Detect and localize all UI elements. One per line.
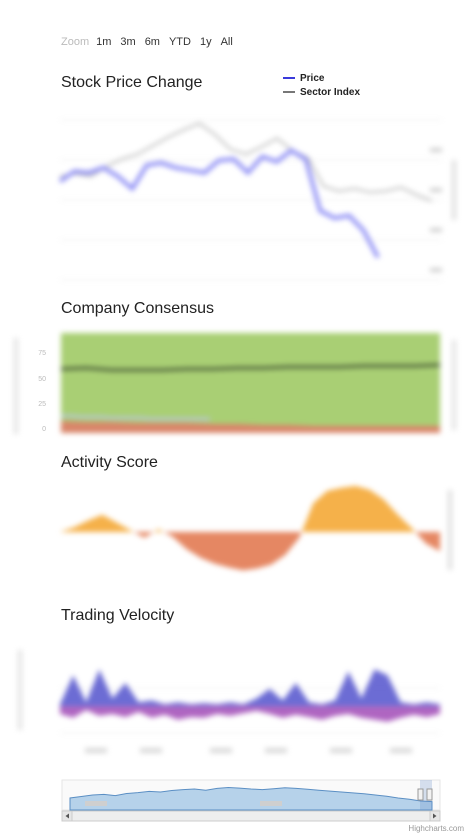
price-chart-series (58, 122, 433, 259)
consensus-chart-axis: 0 25 50 75 (38, 350, 46, 433)
navigator-selected-range (420, 780, 432, 810)
series-sector-index-line (59, 122, 433, 202)
zoom-button-all[interactable]: All (220, 36, 233, 48)
velocity-chart-title: Trading Velocity (61, 607, 175, 624)
navigator-scroll-right-arrow-icon (433, 813, 437, 819)
consensus-area-buy (61, 333, 440, 433)
navigator-scroll-left-arrow-icon (65, 813, 69, 819)
zoom-label: Zoom (61, 36, 90, 48)
legend-swatch-sector-index (283, 91, 295, 93)
navigator-scrollbar-track (61, 810, 441, 822)
consensus-tick-label-0: 0 (42, 426, 46, 433)
activity-chart (60, 485, 452, 571)
legend-label-sector-index: Sector Index (300, 86, 361, 98)
consensus-chart (14, 333, 456, 434)
zoom-button-ytd[interactable]: YTD (168, 36, 191, 48)
consensus-axis-title-right (452, 340, 456, 430)
price-axis-tick-0 (430, 148, 442, 152)
price-chart-axis (430, 148, 456, 272)
series-price-line (58, 148, 380, 259)
price-axis-tick-2 (430, 228, 442, 232)
velocity-chart (18, 650, 440, 753)
velocity-x-tick-5 (390, 748, 412, 753)
consensus-tick-label-3: 75 (38, 350, 46, 357)
legend-label-price: Price (300, 72, 325, 84)
consensus-tick-label-2: 50 (38, 376, 46, 383)
velocity-x-tick-4 (330, 748, 352, 753)
legend-item-sector-index[interactable]: Sector Index (283, 85, 360, 99)
consensus-tick-label-1: 25 (38, 401, 46, 408)
velocity-x-tick-0 (85, 748, 107, 753)
velocity-x-tick-1 (140, 748, 162, 753)
consensus-axis-title (14, 338, 18, 434)
navigator-x-label-1 (260, 801, 282, 806)
price-chart-legend: Price Sector Index (283, 71, 360, 99)
price-chart-title: Stock Price Change (61, 74, 203, 91)
zoom-button-1m[interactable]: 1m (96, 36, 112, 48)
legend-swatch-price (283, 77, 295, 79)
navigator-handle-right (426, 788, 433, 801)
activity-chart-plot (60, 485, 452, 571)
zoom-button-1y[interactable]: 1y (199, 36, 212, 48)
velocity-chart-plot (18, 650, 440, 753)
consensus-chart-title: Company Consensus (61, 300, 214, 317)
activity-area-negative (60, 532, 440, 571)
consensus-line-hold (61, 414, 210, 421)
consensus-chart-plot (14, 333, 456, 434)
price-chart (58, 119, 456, 281)
navigator-plot (61, 779, 441, 822)
navigator-handle-left (417, 788, 424, 801)
activity-axis-title (448, 490, 452, 570)
navigator-series-area (69, 786, 433, 811)
activity-chart-title: Activity Score (61, 454, 158, 471)
activity-area-positive (60, 485, 440, 532)
zoom-button-6m[interactable]: 6m (144, 36, 160, 48)
price-chart-grid (60, 119, 442, 281)
credits-link[interactable]: Highcharts.com (408, 824, 464, 833)
velocity-area-sell (60, 706, 440, 722)
zoom-button-3m[interactable]: 3m (120, 36, 136, 48)
legend-item-price[interactable]: Price (283, 71, 360, 85)
consensus-area-sell (61, 421, 440, 433)
velocity-area-buy (60, 669, 440, 707)
consensus-line-average (60, 363, 441, 372)
velocity-x-tick-3 (265, 748, 287, 753)
zoom-selector: Zoom 1m 3m 6m YTD 1y All (61, 36, 240, 48)
navigator[interactable] (61, 779, 441, 822)
price-axis-tick-3 (430, 268, 442, 272)
velocity-axis-title (18, 650, 22, 730)
navigator-x-label-0 (85, 801, 107, 806)
velocity-x-tick-2 (210, 748, 232, 753)
price-axis-title (452, 160, 456, 220)
price-axis-tick-1 (430, 188, 442, 192)
